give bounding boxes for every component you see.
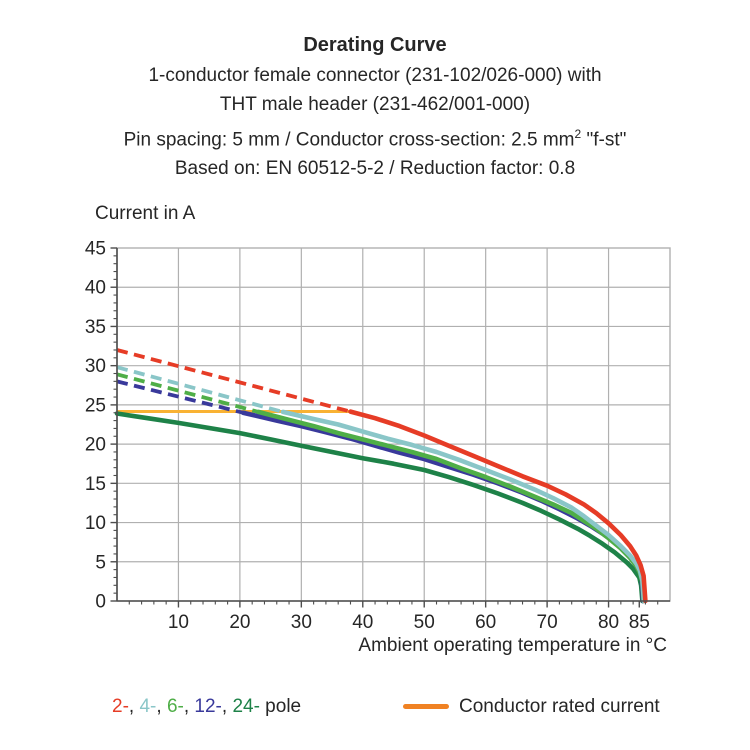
- y-tick-label: 35: [85, 317, 106, 338]
- title-line-2: 1-conductor female connector (231-102/02…: [148, 64, 602, 86]
- chart-header: Derating Curve 1-conductor female connec…: [0, 31, 750, 184]
- tick-labels: 0 5 10 15 20 25 30 35 40 45 10 20 30 40 50 60 70 80 85: [85, 239, 650, 634]
- legend-pole-4: 4-: [139, 696, 157, 717]
- rated-current-swatch: [403, 704, 449, 709]
- y-tick-label: 45: [85, 239, 106, 260]
- legend-separator: ,: [221, 696, 233, 717]
- x-tick-label: 70: [537, 612, 558, 633]
- x-tick-label: 40: [352, 612, 373, 633]
- series-dashed-6-pole: [116, 372, 259, 414]
- title-line-5: Based on: EN 60512-5-2 / Reduction facto…: [174, 158, 576, 180]
- legend-poles: 2-, 4-, 6-, 12-, 24- pole: [112, 696, 301, 718]
- y-tick-label: 0: [95, 592, 106, 613]
- legend-separator: ,: [156, 696, 167, 717]
- curves: [114, 348, 648, 604]
- series-dashed-4-pole: [116, 365, 284, 414]
- x-tick-label: 80: [598, 612, 619, 633]
- grid: [116, 247, 671, 602]
- x-tick-label: 50: [414, 612, 435, 633]
- legend-pole-12: 12-: [194, 696, 222, 717]
- y-tick-label: 40: [85, 278, 106, 299]
- series-2-pole: [348, 409, 648, 604]
- legend-pole-2: 2-: [112, 696, 129, 717]
- y-tick-label: 30: [85, 356, 106, 377]
- legend-separator: ,: [128, 696, 140, 717]
- axes: [110, 247, 670, 608]
- title-line-3: THT male header (231-462/001-000): [219, 94, 531, 115]
- legend-separator: ,: [183, 696, 195, 717]
- series-24-pole: [114, 411, 645, 604]
- legend-pole-24: 24-: [232, 696, 260, 717]
- y-tick-label: 10: [85, 513, 106, 534]
- x-tick-label: 20: [229, 612, 250, 633]
- superscript-2: 2: [574, 126, 582, 141]
- title-line-4: Pin spacing: 5 mm / Conductor cross-sect…: [123, 126, 627, 150]
- rated-current-label: Conductor rated current: [459, 696, 660, 717]
- x-tick-label: 85: [629, 612, 650, 633]
- series-dashed-12-pole: [116, 379, 244, 415]
- x-tick-label: 30: [291, 612, 312, 633]
- page-title: Derating Curve: [303, 34, 447, 56]
- legend-pole-suffix: pole: [259, 696, 302, 717]
- y-axis-title: Current in A: [95, 203, 196, 224]
- x-axis-title: Ambient operating temperature in °C: [358, 635, 667, 656]
- series-dashed-2-pole: [116, 348, 351, 414]
- y-tick-label: 25: [85, 395, 106, 416]
- x-tick-label: 60: [475, 612, 496, 633]
- y-tick-label: 15: [85, 474, 106, 495]
- y-tick-label: 5: [95, 552, 106, 573]
- x-tick-label: 10: [168, 612, 189, 633]
- y-tick-label: 20: [85, 435, 106, 456]
- legend-pole-6: 6-: [166, 696, 184, 717]
- series-4-pole: [280, 409, 647, 604]
